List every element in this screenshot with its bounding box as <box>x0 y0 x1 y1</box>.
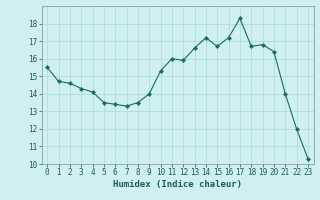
X-axis label: Humidex (Indice chaleur): Humidex (Indice chaleur) <box>113 180 242 189</box>
